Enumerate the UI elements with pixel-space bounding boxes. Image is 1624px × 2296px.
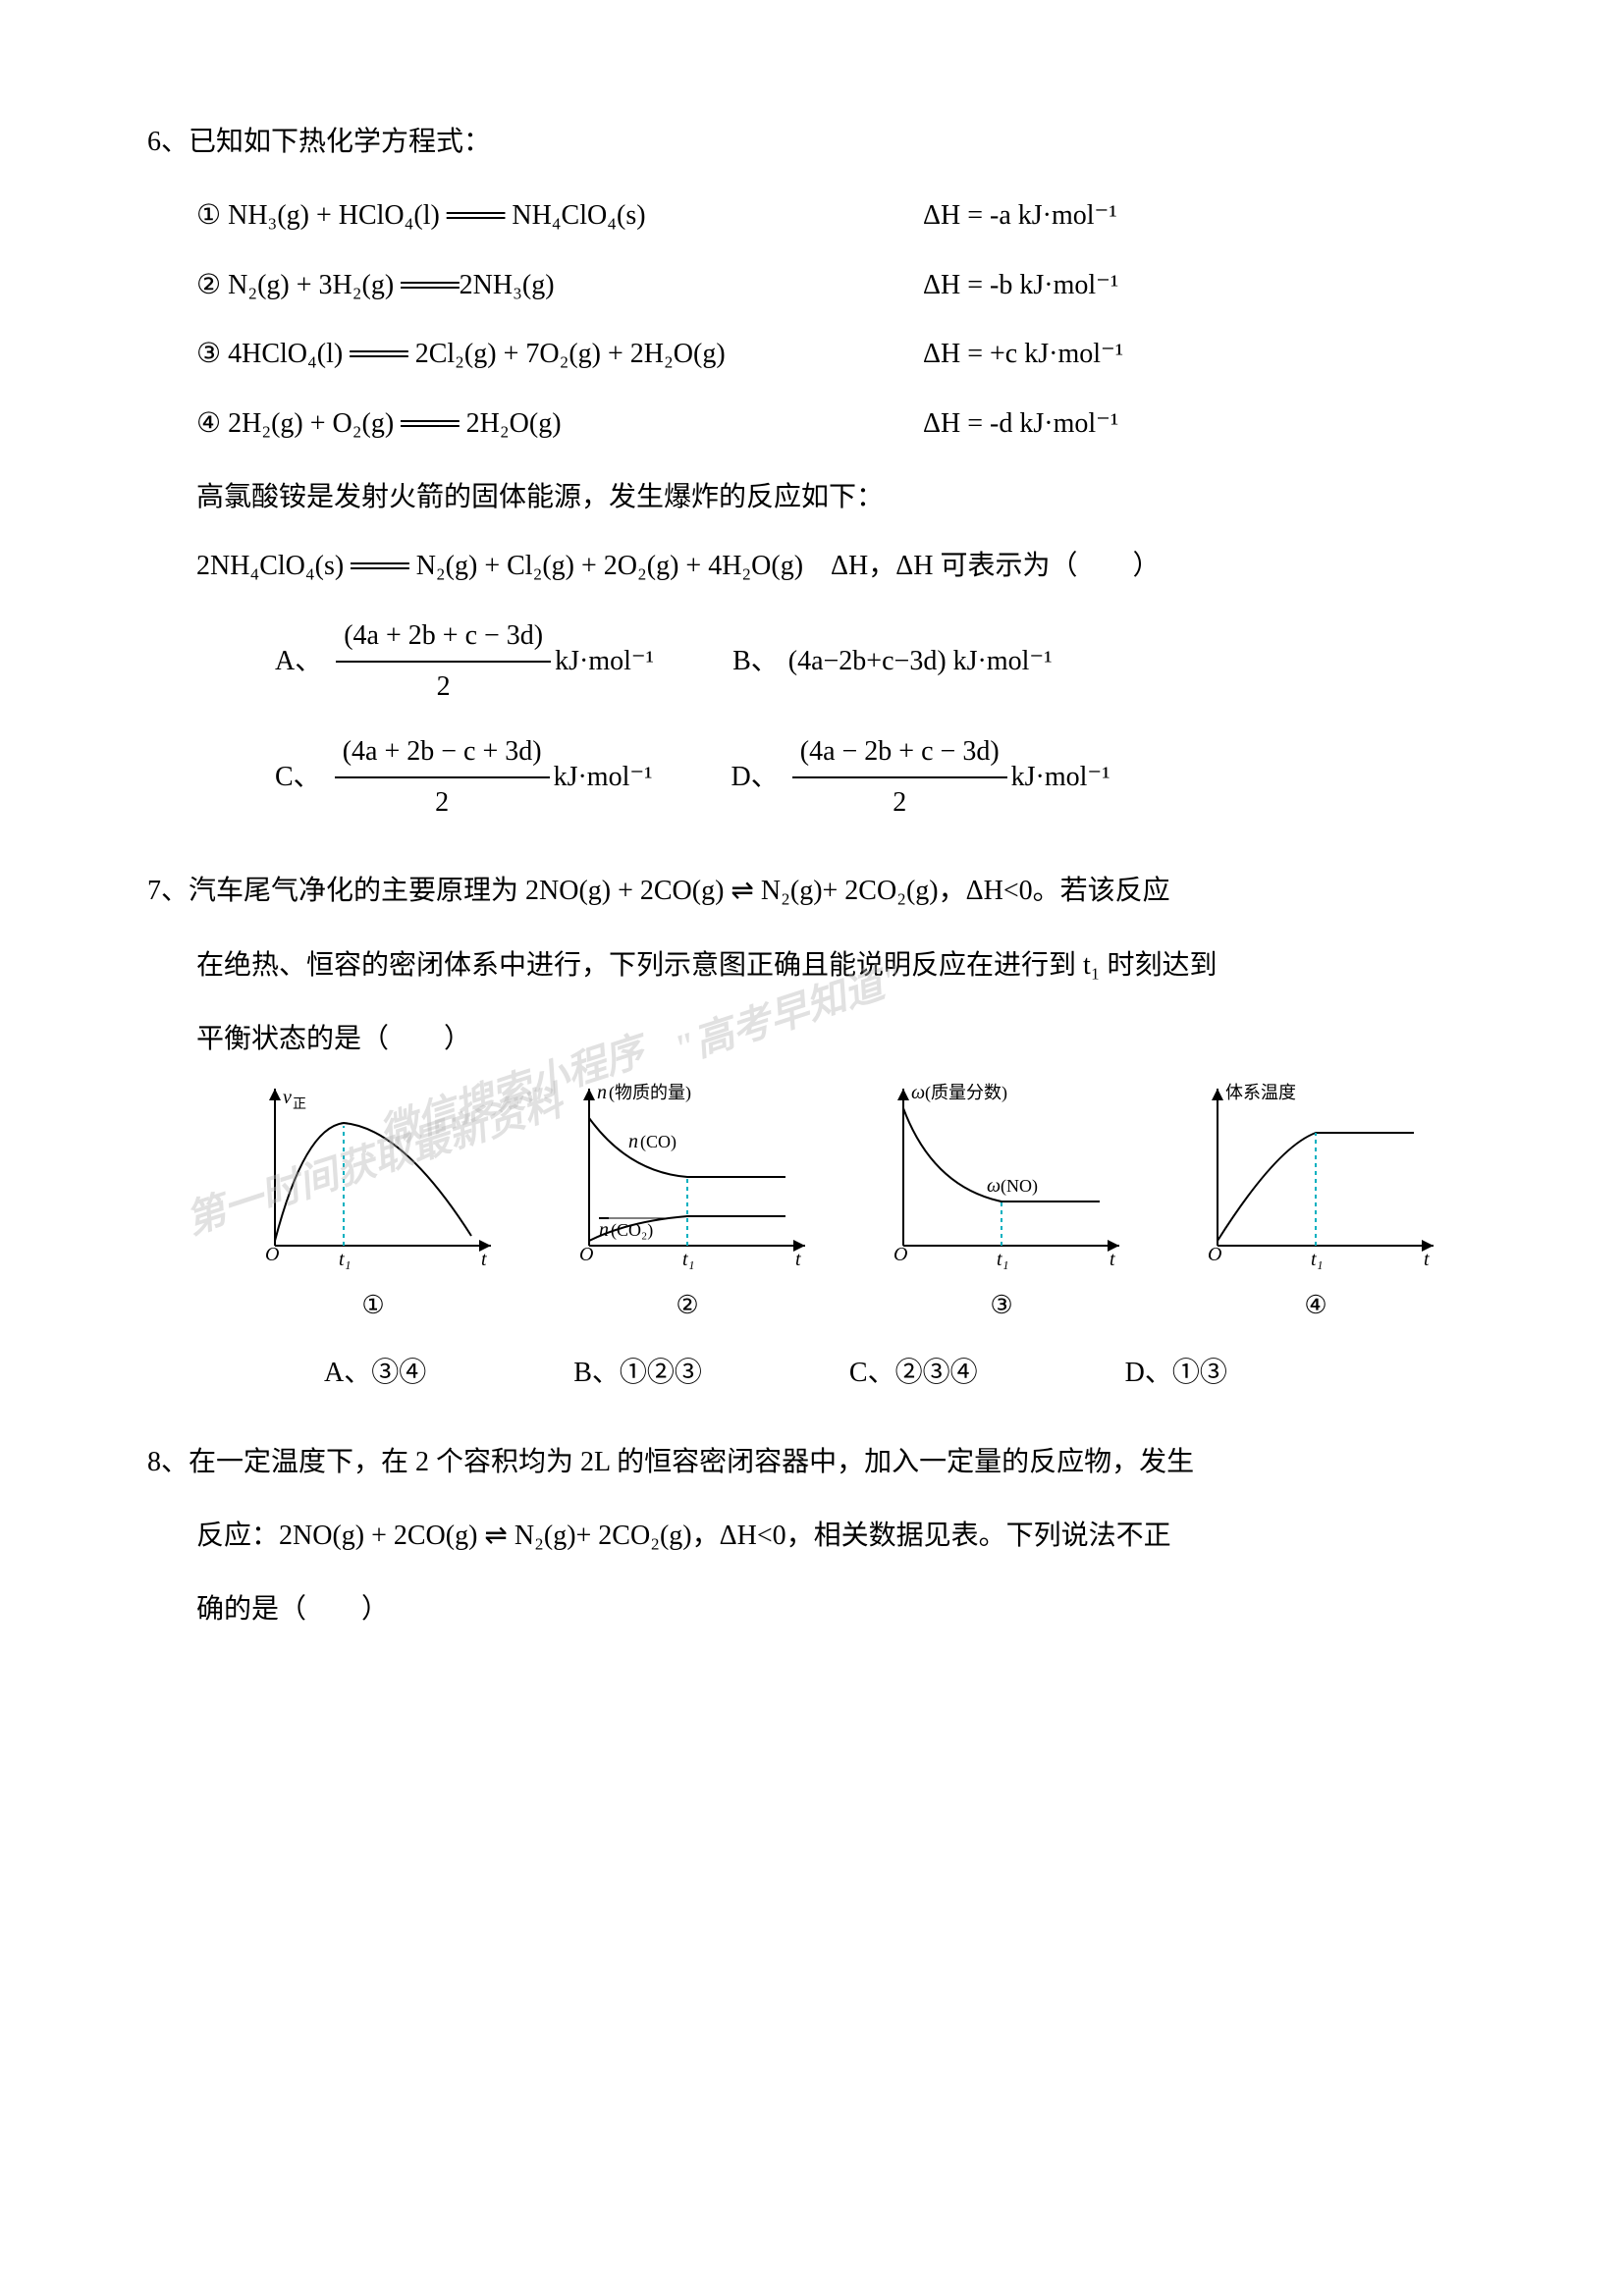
q6-eq1: ① NH₃(g) + HClO₄(l) ═══ NH₄ClO₄(s) ΔH = … [196,191,1477,240]
svg-text:O: O [1208,1244,1221,1265]
svg-text:O: O [265,1244,279,1265]
q7-chart-3: O t₁ t ω(质量分数) ω(NO) ③ [874,1079,1129,1329]
q7-chart-2: O t₁ t n(物质的量) n(CO) n(CO₂) ② [560,1079,815,1329]
svg-text:O: O [579,1244,593,1265]
q7-chart-1: O t₁ t v正 ① [245,1079,501,1329]
q7-chart3-label: ③ [990,1283,1012,1329]
q7-chart1-label: ① [361,1283,384,1329]
svg-text:t: t [1110,1249,1115,1270]
q7-opt-D: D、①③ [1125,1349,1227,1398]
q6-eq1-dh: ΔH = -a kJ·mol⁻¹ [923,191,1117,240]
q6-eq2-num: ② [196,270,221,300]
q6-D-num: (4a − 2b + c − 3d) [792,727,1007,778]
q8-line3: 确的是（ ） [147,1585,1477,1634]
svg-text:(CO₂): (CO₂) [611,1220,653,1241]
q7-chart4-label: ④ [1304,1283,1326,1329]
svg-text:v: v [283,1087,292,1108]
q6-eq3-num: ③ [196,339,221,369]
q6-C-den: 2 [335,778,550,828]
q7-opt-C: C、②③④ [849,1349,978,1398]
q6-option-B: B、 (4a−2b+c−3d) kJ·mol⁻¹ [732,637,1053,686]
svg-text:体系温度: 体系温度 [1225,1083,1296,1102]
q6-D-unit: kJ·mol⁻¹ [1011,753,1110,802]
q6-C-label: C、 [275,753,321,802]
q7-options: A、③④ B、①②③ C、②③④ D、①③ [324,1349,1477,1398]
q8-header: 8、在一定温度下，在 2 个容积均为 2L 的恒容密闭容器中，加入一定量的反应物… [147,1438,1477,1487]
q6-D-den: 2 [792,778,1007,828]
svg-text:n: n [597,1082,607,1103]
q6-D-label: D、 [731,753,779,802]
svg-text:(物质的量): (物质的量) [609,1083,691,1103]
svg-text:n: n [599,1219,609,1241]
q6-C-unit: kJ·mol⁻¹ [554,753,653,802]
chart-1-svg: O t₁ t v正 [245,1079,501,1275]
svg-text:ω: ω [911,1082,925,1103]
q6-A-label: A、 [275,637,322,686]
svg-text:t₁: t₁ [339,1249,352,1270]
question-7: 7、汽车尾气净化的主要原理为 2NO(g) + 2CO(g) ⇌ N₂(g)+ … [147,867,1477,1398]
q6-eq2: ② N₂(g) + 3H₂(g) ═══2NH₃(g) ΔH = -b kJ·m… [196,261,1477,310]
q6-eq2-dh: ΔH = -b kJ·mol⁻¹ [923,261,1118,310]
svg-text:n: n [628,1131,638,1152]
q6-eq3-text: 4HClO₄(l) ═══ 2Cl₂(g) + 7O₂(g) + 2H₂O(g) [228,339,726,369]
q6-B-label: B、 [732,637,779,686]
chart-4-svg: O t₁ t 体系温度 [1188,1079,1443,1275]
svg-text:O: O [893,1244,907,1265]
q7-chart2-label: ② [676,1283,698,1329]
q7-opt-A: A、③④ [324,1349,426,1398]
svg-text:ω: ω [987,1175,1001,1197]
q6-eq1-num: ① [196,200,221,231]
q6-eq4: ④ 2H₂(g) + O₂(g) ═══ 2H₂O(g) ΔH = -d kJ·… [196,400,1477,449]
q6-eq4-text: 2H₂(g) + O₂(g) ═══ 2H₂O(g) [228,408,561,439]
q6-reaction: 2NH₄ClO₄(s) ═══ N₂(g) + Cl₂(g) + 2O₂(g) … [147,542,1477,591]
svg-text:t: t [795,1249,801,1270]
q6-A-unit: kJ·mol⁻¹ [555,637,654,686]
svg-text:(NO): (NO) [1001,1176,1038,1197]
q7-header: 7、汽车尾气净化的主要原理为 2NO(g) + 2CO(g) ⇌ N₂(g)+ … [147,867,1477,916]
q6-B-text: (4a−2b+c−3d) kJ·mol⁻¹ [788,637,1053,686]
q6-options-row1: A、 (4a + 2b + c − 3d) 2 kJ·mol⁻¹ B、 (4a−… [275,612,1477,713]
svg-text:(质量分数): (质量分数) [925,1083,1007,1103]
q6-option-D: D、 (4a − 2b + c − 3d) 2 kJ·mol⁻¹ [731,727,1110,828]
q6-eq1-text: NH₃(g) + HClO₄(l) ═══ NH₄ClO₄(s) [228,200,645,231]
q7-chart-4: O t₁ t 体系温度 ④ [1188,1079,1443,1329]
svg-text:t: t [481,1249,487,1270]
question-8: 8、在一定温度下，在 2 个容积均为 2L 的恒容密闭容器中，加入一定量的反应物… [147,1438,1477,1635]
q6-eq4-dh: ΔH = -d kJ·mol⁻¹ [923,400,1118,449]
q6-option-C: C、 (4a + 2b − c + 3d) 2 kJ·mol⁻¹ [275,727,653,828]
q6-header: 6、已知如下热化学方程式： [147,118,1477,167]
q6-options-row2: C、 (4a + 2b − c + 3d) 2 kJ·mol⁻¹ D、 (4a … [275,727,1477,828]
svg-text:(CO): (CO) [640,1132,677,1152]
question-6: 6、已知如下热化学方程式： ① NH₃(g) + HClO₄(l) ═══ NH… [147,118,1477,828]
q7-line3: 平衡状态的是（ ） [147,1015,1477,1064]
q6-explain: 高氯酸铵是发射火箭的固体能源，发生爆炸的反应如下： [196,473,1477,522]
svg-text:正: 正 [293,1097,306,1112]
svg-text:t₁: t₁ [997,1249,1009,1270]
q7-line2: 在绝热、恒容的密闭体系中进行，下列示意图正确且能说明反应在进行到 t₁ 时刻达到 [147,941,1477,990]
chart-3-svg: O t₁ t ω(质量分数) ω(NO) [874,1079,1129,1275]
q6-A-den: 2 [336,663,551,712]
q7-charts: O t₁ t v正 ① O t₁ t n(物质的量) n(CO) n(CO₂) [245,1079,1477,1329]
chart-2-svg: O t₁ t n(物质的量) n(CO) n(CO₂) [560,1079,815,1275]
q8-line2: 反应：2NO(g) + 2CO(g) ⇌ N₂(g)+ 2CO₂(g)，ΔH<0… [147,1512,1477,1561]
q6-eq2-text: N₂(g) + 3H₂(g) ═══2NH₃(g) [228,270,554,300]
svg-text:t: t [1424,1249,1430,1270]
q6-A-num: (4a + 2b + c − 3d) [336,612,551,663]
svg-text:t₁: t₁ [1311,1249,1324,1270]
svg-text:t₁: t₁ [682,1249,695,1270]
q7-opt-B: B、①②③ [573,1349,702,1398]
q6-eq4-num: ④ [196,408,221,439]
q6-C-num: (4a + 2b − c + 3d) [335,727,550,778]
q6-eq3: ③ 4HClO₄(l) ═══ 2Cl₂(g) + 7O₂(g) + 2H₂O(… [196,330,1477,379]
q6-option-A: A、 (4a + 2b + c − 3d) 2 kJ·mol⁻¹ [275,612,654,713]
q6-eq3-dh: ΔH = +c kJ·mol⁻¹ [923,330,1123,379]
